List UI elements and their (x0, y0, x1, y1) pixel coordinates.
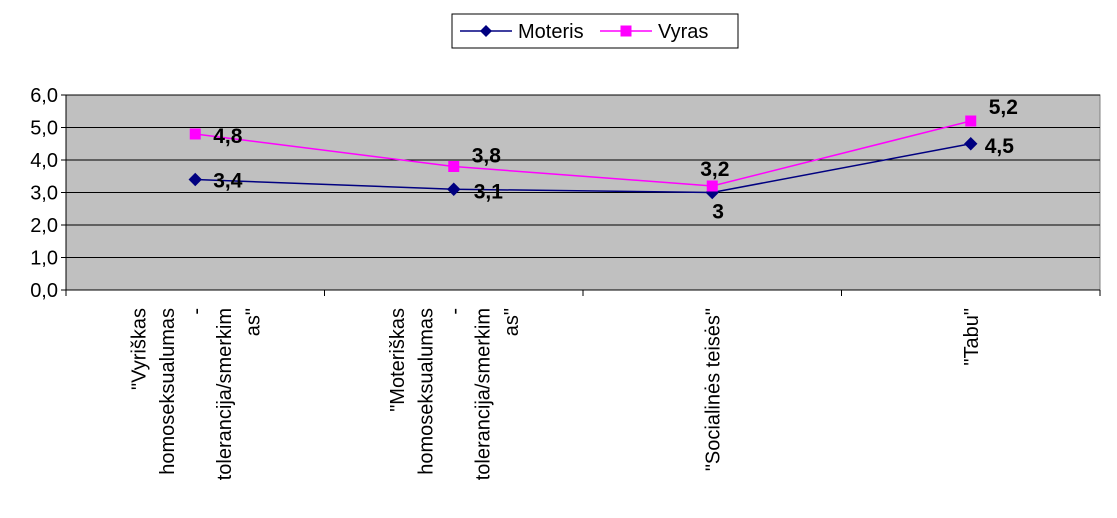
data-label: 5,2 (989, 96, 1018, 119)
x-tick-label: "Tabu" (961, 308, 983, 366)
y-tick-label: 5,0 (30, 118, 58, 140)
legend-marker (620, 25, 632, 37)
y-tick-label: 3,0 (30, 183, 58, 205)
series-line-moteris (195, 143, 971, 194)
data-label: 3 (712, 201, 724, 224)
marker-vyras (189, 128, 201, 140)
x-tick-label-line: "Moteriškas (387, 308, 409, 412)
marker-moteris (188, 172, 202, 187)
legend-item-vyras: Vyras (600, 21, 708, 43)
data-label: 3,1 (474, 180, 504, 203)
x-tick-label-line: as" (242, 308, 264, 336)
y-tick-label: 6,0 (30, 85, 58, 107)
legend: Moteris Vyras (451, 13, 739, 49)
x-tick-label-line: tolerancija/smerkim (472, 308, 494, 480)
x-tick-label-line: homoseksualumas (157, 308, 179, 475)
data-label: 3,4 (213, 170, 243, 193)
legend-label: Vyras (658, 21, 708, 43)
x-tick-label-line: homoseksualumas (415, 308, 437, 475)
legend-marker (480, 25, 492, 37)
series-markers (188, 115, 978, 200)
x-tick-label-line: tolerancija/smerkim (214, 308, 236, 480)
data-label: 3,2 (700, 158, 729, 181)
y-tick-label: 2,0 (30, 215, 58, 237)
x-axis: "Vyriškas homoseksualumas - tolerancija/sme… (65, 289, 1101, 480)
x-tick-label-line: as" (501, 308, 523, 336)
data-label: 4,5 (985, 135, 1015, 158)
x-tick-label-line: "Vyriškas (128, 308, 150, 390)
x-tick-label-line: - (185, 308, 207, 315)
marker-vyras (448, 161, 460, 172)
x-tick-label: "Socialinės teisės" (702, 308, 724, 471)
legend-item-moteris: Moteris (460, 21, 584, 43)
data-label: 3,8 (472, 145, 502, 168)
marker-moteris (964, 137, 978, 151)
data-label: 4,8 (213, 125, 243, 148)
y-axis: 0,0 1,0 2,0 3,0 4,0 5,0 6,0 (30, 85, 67, 302)
marker-vyras (965, 115, 977, 127)
x-tick-label-line: "Tabu" (961, 308, 983, 366)
marker-moteris (447, 182, 461, 196)
x-tick-label-line: "Socialinės teisės" (702, 308, 724, 471)
y-tick-label: 4,0 (30, 150, 58, 172)
series-lines (195, 120, 971, 194)
marker-vyras (706, 180, 718, 192)
legend-label: Moteris (518, 21, 584, 43)
x-tick-label: "Vyriškas homoseksualumas - tolerancija/sme… (128, 308, 264, 480)
series-line-vyras (195, 120, 971, 187)
data-labels: 3,4 3,1 3 4,5 4,8 3,8 3,2 5,2 (213, 96, 1018, 224)
x-tick-label-line: - (444, 308, 466, 315)
y-tick-label: 0,0 (30, 280, 58, 302)
y-tick-label: 1,0 (30, 248, 58, 270)
x-tick-label: "Moteriškas homoseksualumas - tolerancija/s… (387, 308, 523, 480)
